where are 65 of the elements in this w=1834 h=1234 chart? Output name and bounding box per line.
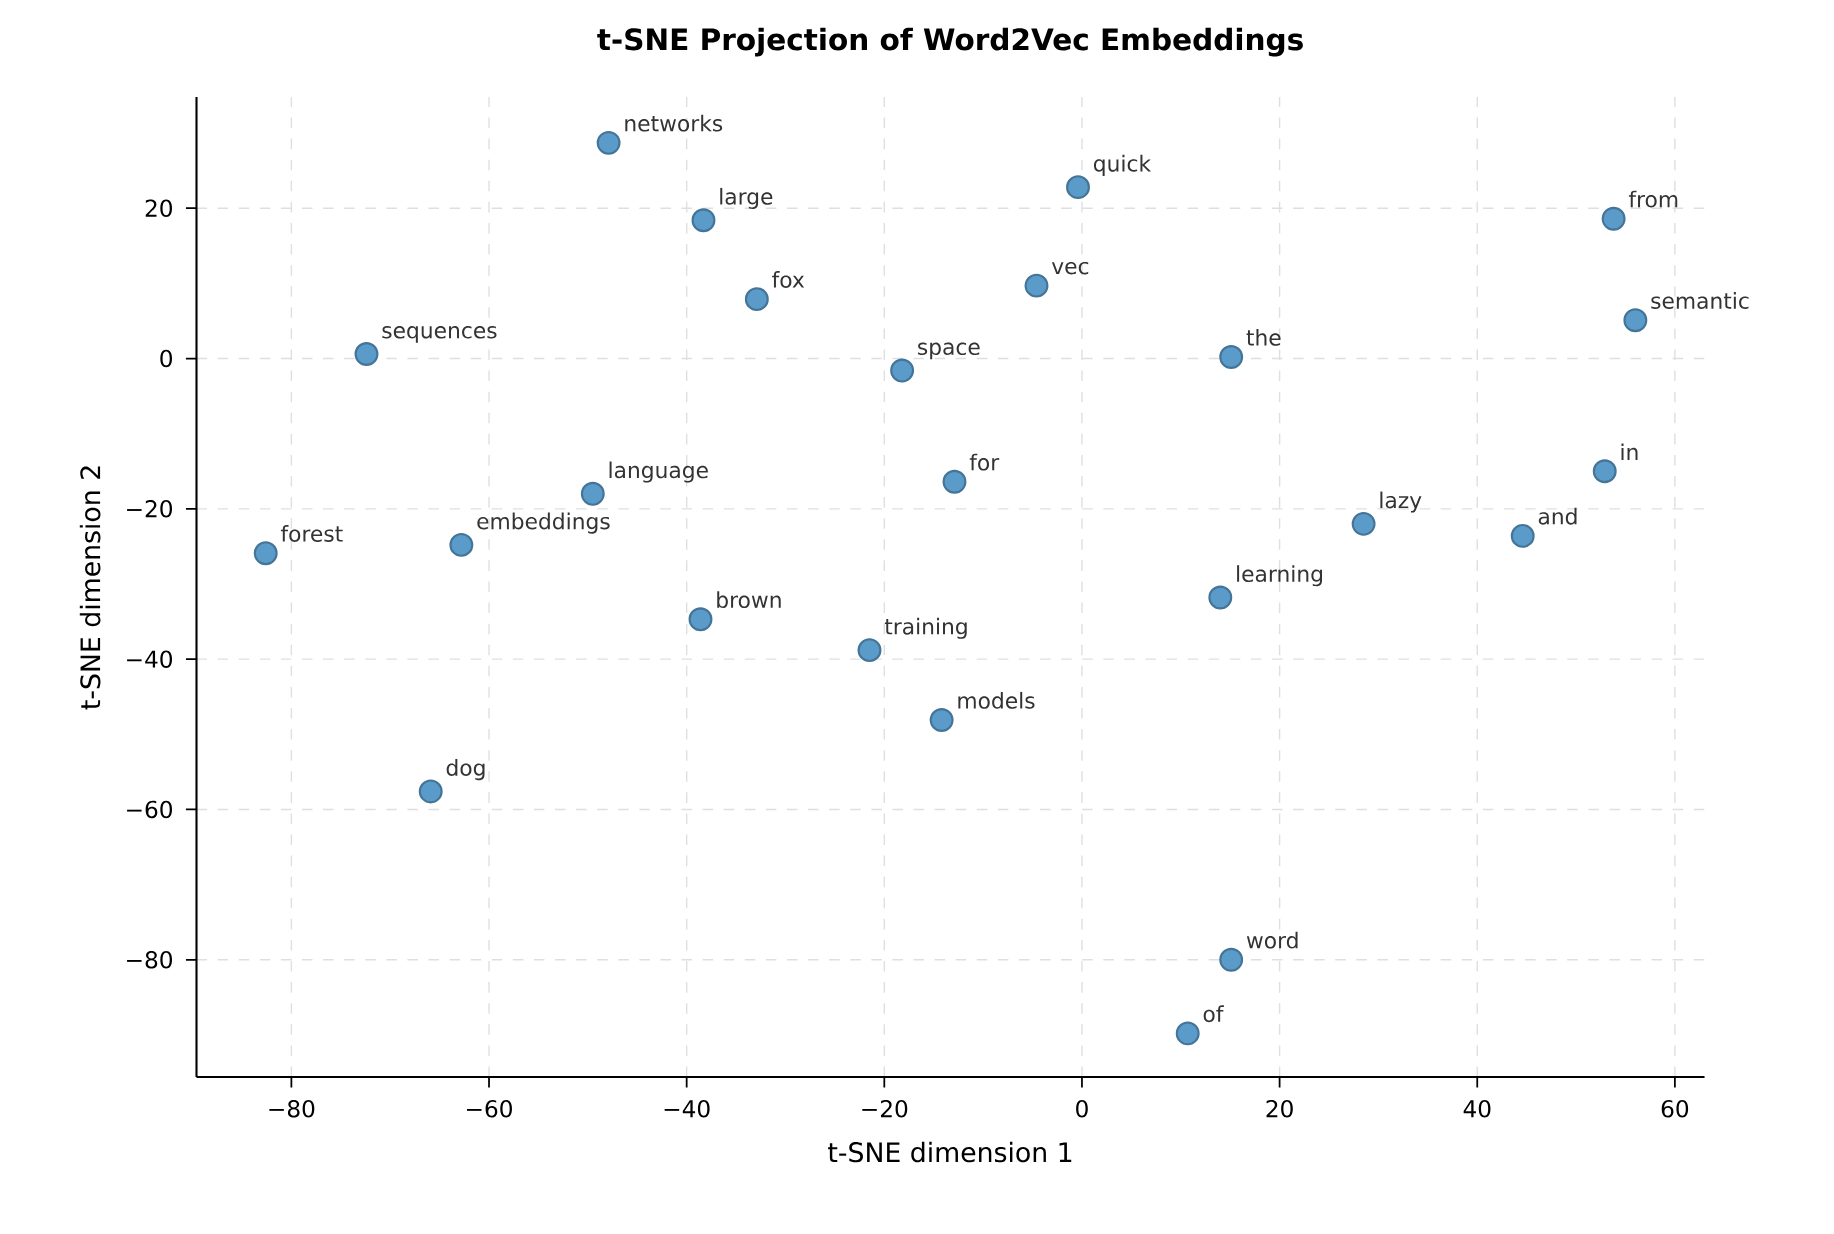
point (1592, 459, 1617, 484)
point (1219, 947, 1244, 972)
point (890, 358, 915, 383)
annotation: embeddings (477, 512, 610, 534)
point (1219, 345, 1244, 369)
point (1066, 175, 1090, 200)
y-tick-label: −20 (127, 500, 173, 518)
y-tick-label: 0 (160, 349, 173, 368)
annotation: sequences (382, 326, 497, 343)
x-tick-label: 60 (1661, 1100, 1689, 1118)
annotation: and (1538, 507, 1577, 525)
annotation: networks (625, 114, 723, 132)
point (1175, 1021, 1200, 1046)
annotation: vec (1051, 261, 1089, 275)
x-tick-label: −20 (862, 1100, 908, 1118)
point (688, 607, 713, 632)
point (253, 541, 278, 566)
point (1623, 308, 1648, 333)
point (942, 469, 967, 494)
point (1024, 273, 1049, 298)
x-tick-label: 20 (1266, 1100, 1293, 1118)
point (744, 287, 769, 312)
point (596, 130, 621, 155)
point (418, 779, 443, 804)
annotation: dog (446, 759, 485, 781)
annotation: from (1628, 190, 1678, 208)
annotation: learning (1237, 565, 1323, 587)
chart-title: t-SNE Projection of Word2Vec Embeddings (597, 27, 1303, 57)
annotation: semantic (1651, 292, 1749, 309)
x-tick-label: −60 (467, 1100, 512, 1118)
annotation: large (720, 187, 773, 209)
annotation: language (609, 461, 708, 483)
point (691, 208, 716, 233)
point (449, 532, 474, 557)
annotation: quick (1093, 154, 1152, 176)
annotation: space (918, 342, 980, 360)
point (929, 708, 954, 732)
y-tick-label: −60 (127, 800, 173, 819)
annotation: of (1203, 1005, 1224, 1023)
point (580, 481, 605, 506)
annotation: forest (280, 525, 343, 542)
x-tick-label: 0 (1076, 1100, 1088, 1118)
x-tick-label: 40 (1463, 1100, 1491, 1118)
annotation: lazy (1380, 491, 1422, 513)
annotation: for (969, 453, 1000, 471)
point (1208, 585, 1233, 610)
y-tick-label: 20 (145, 199, 173, 217)
y-tick-label: −80 (127, 951, 173, 969)
x-tick-label: −40 (664, 1100, 710, 1118)
y-axis-title: t-SNE dimension 2 (79, 466, 101, 710)
annotation: models (958, 691, 1035, 709)
point (857, 638, 882, 663)
annotation: in (1621, 443, 1638, 461)
point (1351, 511, 1376, 536)
annotation: fox (772, 271, 805, 288)
annotation: the (1246, 328, 1281, 346)
x-axis-title: t-SNE dimension 1 (828, 1141, 1072, 1163)
point (354, 342, 379, 366)
annotation: word (1246, 931, 1298, 949)
annotation: training (884, 617, 967, 639)
y-tick-label: −40 (127, 650, 173, 668)
x-tick-label: −80 (269, 1100, 315, 1118)
point (1510, 523, 1535, 548)
annotation: brown (717, 591, 781, 609)
point (1601, 206, 1626, 231)
